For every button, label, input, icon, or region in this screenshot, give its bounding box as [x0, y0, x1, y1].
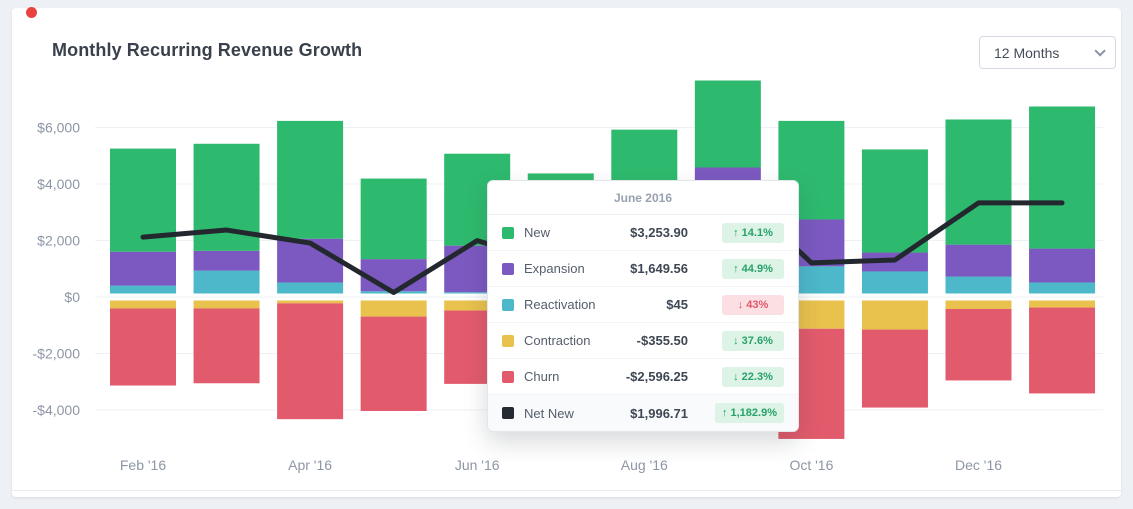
- change-badge: ↑ 44.9%: [722, 258, 784, 279]
- change-badge: ↑ 1,182.9%: [714, 403, 784, 423]
- churn-series-swatch: [502, 370, 514, 383]
- bar-expansion[interactable]: [360, 259, 427, 292]
- bar-contraction[interactable]: [861, 300, 928, 330]
- bar-contraction[interactable]: [1029, 300, 1096, 308]
- bar-contraction[interactable]: [444, 300, 511, 311]
- series-label: Net New: [524, 405, 574, 421]
- bar-reactivation[interactable]: [110, 285, 176, 294]
- series-value: -$355.50: [636, 333, 688, 348]
- series-label: New: [524, 225, 551, 240]
- bar-contraction[interactable]: [277, 300, 344, 304]
- series-label: Reactivation: [524, 297, 596, 312]
- change-badge: ↓ 43%: [722, 294, 784, 315]
- tooltip-row-contraction: Contraction -$355.50 ↓ 37.6%: [488, 323, 798, 359]
- bar-reactivation[interactable]: [1029, 282, 1096, 294]
- bar-reactivation[interactable]: [360, 291, 427, 294]
- badge-wrap: ↓ 43%: [696, 294, 784, 315]
- bar-expansion[interactable]: [277, 238, 344, 283]
- series-label: Expansion: [524, 261, 585, 276]
- bar-reactivation[interactable]: [277, 282, 344, 294]
- series-value: $1,996.71: [630, 405, 688, 421]
- tooltip-row-net-new: Net New $1,996.71 ↑ 1,182.9%: [488, 395, 798, 431]
- expansion-series-swatch: [502, 262, 514, 275]
- tooltip-row-reactivation: Reactivation $45 ↓ 43%: [488, 287, 798, 323]
- badge-wrap: ↑ 44.9%: [696, 258, 784, 279]
- series-label: Contraction: [524, 333, 591, 348]
- bar-reactivation[interactable]: [193, 270, 260, 294]
- net-new-series-swatch: [502, 407, 514, 419]
- series-value: -$2,596.25: [625, 369, 688, 384]
- tooltip-row-expansion: Expansion $1,649.56 ↑ 44.9%: [488, 251, 798, 287]
- bar-contraction[interactable]: [360, 300, 427, 317]
- series-value: $45: [666, 297, 688, 312]
- badge-wrap: ↓ 22.3%: [696, 366, 784, 387]
- bar-new[interactable]: [193, 143, 260, 251]
- card-footer-divider: [12, 490, 1121, 491]
- bar-reactivation[interactable]: [861, 271, 928, 294]
- change-badge: ↑ 14.1%: [722, 222, 784, 243]
- bar-new[interactable]: [1029, 106, 1096, 249]
- bar-churn[interactable]: [193, 308, 260, 384]
- bar-churn[interactable]: [360, 316, 427, 411]
- bar-new[interactable]: [694, 80, 761, 168]
- bar-churn[interactable]: [277, 303, 344, 420]
- contraction-series-swatch: [502, 334, 514, 347]
- reactivation-series-swatch: [502, 298, 514, 311]
- bar-expansion[interactable]: [1029, 248, 1096, 283]
- bar-contraction[interactable]: [110, 300, 176, 309]
- bar-new[interactable]: [277, 120, 344, 239]
- tooltip-row-churn: Churn -$2,596.25 ↓ 22.3%: [488, 359, 798, 395]
- bar-expansion[interactable]: [861, 252, 928, 272]
- bar-churn[interactable]: [110, 308, 176, 386]
- bar-churn[interactable]: [861, 329, 928, 408]
- bar-expansion[interactable]: [110, 251, 176, 286]
- bar-new[interactable]: [945, 119, 1012, 245]
- bar-contraction[interactable]: [945, 300, 1012, 309]
- red-indicator-dot: [26, 7, 37, 18]
- bar-contraction[interactable]: [193, 300, 260, 309]
- date-range-select[interactable]: 12 Months: [979, 36, 1116, 69]
- series-value: $3,253.90: [630, 225, 688, 240]
- bar-churn[interactable]: [1029, 307, 1096, 394]
- bar-new[interactable]: [360, 178, 427, 260]
- new-series-swatch: [502, 226, 514, 239]
- bar-new[interactable]: [861, 149, 928, 253]
- bar-expansion[interactable]: [193, 250, 260, 271]
- badge-wrap: ↑ 14.1%: [696, 222, 784, 243]
- tooltip-title: June 2016: [488, 181, 798, 215]
- bar-churn[interactable]: [945, 308, 1012, 381]
- date-range-value: 12 Months: [994, 44, 1060, 61]
- bar-new[interactable]: [110, 148, 176, 252]
- tooltip-row-new: New $3,253.90 ↑ 14.1%: [488, 215, 798, 251]
- chart-tooltip: June 2016 New $3,253.90 ↑ 14.1% Expansio…: [487, 180, 799, 432]
- series-label: Churn: [524, 369, 560, 384]
- change-badge: ↓ 22.3%: [722, 366, 784, 387]
- badge-wrap: ↓ 37.6%: [696, 330, 784, 351]
- page-title: Monthly Recurring Revenue Growth: [52, 40, 363, 60]
- bar-reactivation[interactable]: [945, 276, 1012, 294]
- series-value: $1,649.56: [630, 261, 688, 276]
- badge-wrap: ↑ 1,182.9%: [696, 403, 784, 423]
- bar-expansion[interactable]: [945, 244, 1012, 277]
- chevron-down-icon: [1094, 44, 1106, 57]
- change-badge: ↓ 37.6%: [722, 330, 784, 351]
